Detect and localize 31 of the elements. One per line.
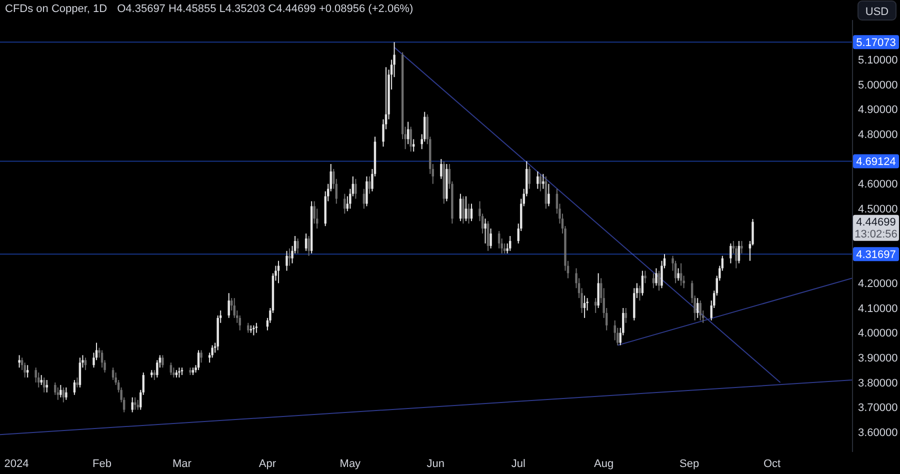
x-tick-label: May [340,458,362,470]
x-tick-label: Oct [763,458,781,470]
x-tick-label: Aug [594,458,614,470]
y-tick-label: 5.00000 [858,79,898,92]
y-tick-label: 5.10000 [858,54,898,67]
y-tick-label: 4.00000 [858,328,898,340]
x-tick-label: Feb [92,458,112,470]
x-tick-label: Jun [426,458,445,470]
text: 4.44699 [856,216,896,229]
y-tick-label: 4.50000 [858,204,898,216]
chart-title: CFDs on Copper, 1D [5,3,108,15]
ref-line-label: 4.69124 [856,156,896,168]
y-axis-title: USD [865,6,889,18]
x-tick-label: 2024 [4,458,29,470]
y-tick-label: 3.60000 [858,426,898,439]
y-tick-label: 3.90000 [858,352,898,365]
y-tick-label: 4.20000 [858,278,898,290]
ref-line-label: 4.31697 [856,248,896,261]
x-tick-label: Mar [172,458,192,470]
ref-line-label: 5.17073 [856,37,896,50]
y-tick-label: 4.60000 [858,178,898,191]
y-tick-label: 3.70000 [858,402,898,414]
x-tick-label: Apr [258,458,276,470]
text: 13:02:56 [854,228,898,241]
chart-subtitle: O4.35697 H4.45855 L4.35203 C4.44699 +0.08956 (+2.06%) [117,3,414,15]
y-tick-label: 4.10000 [858,302,898,315]
y-tick-label: 4.90000 [858,104,898,116]
y-tick-label: 4.80000 [858,129,898,142]
x-tick-label: Jul [511,458,526,470]
x-tick-label: Sep [680,458,700,470]
y-tick-label: 3.80000 [858,377,898,390]
